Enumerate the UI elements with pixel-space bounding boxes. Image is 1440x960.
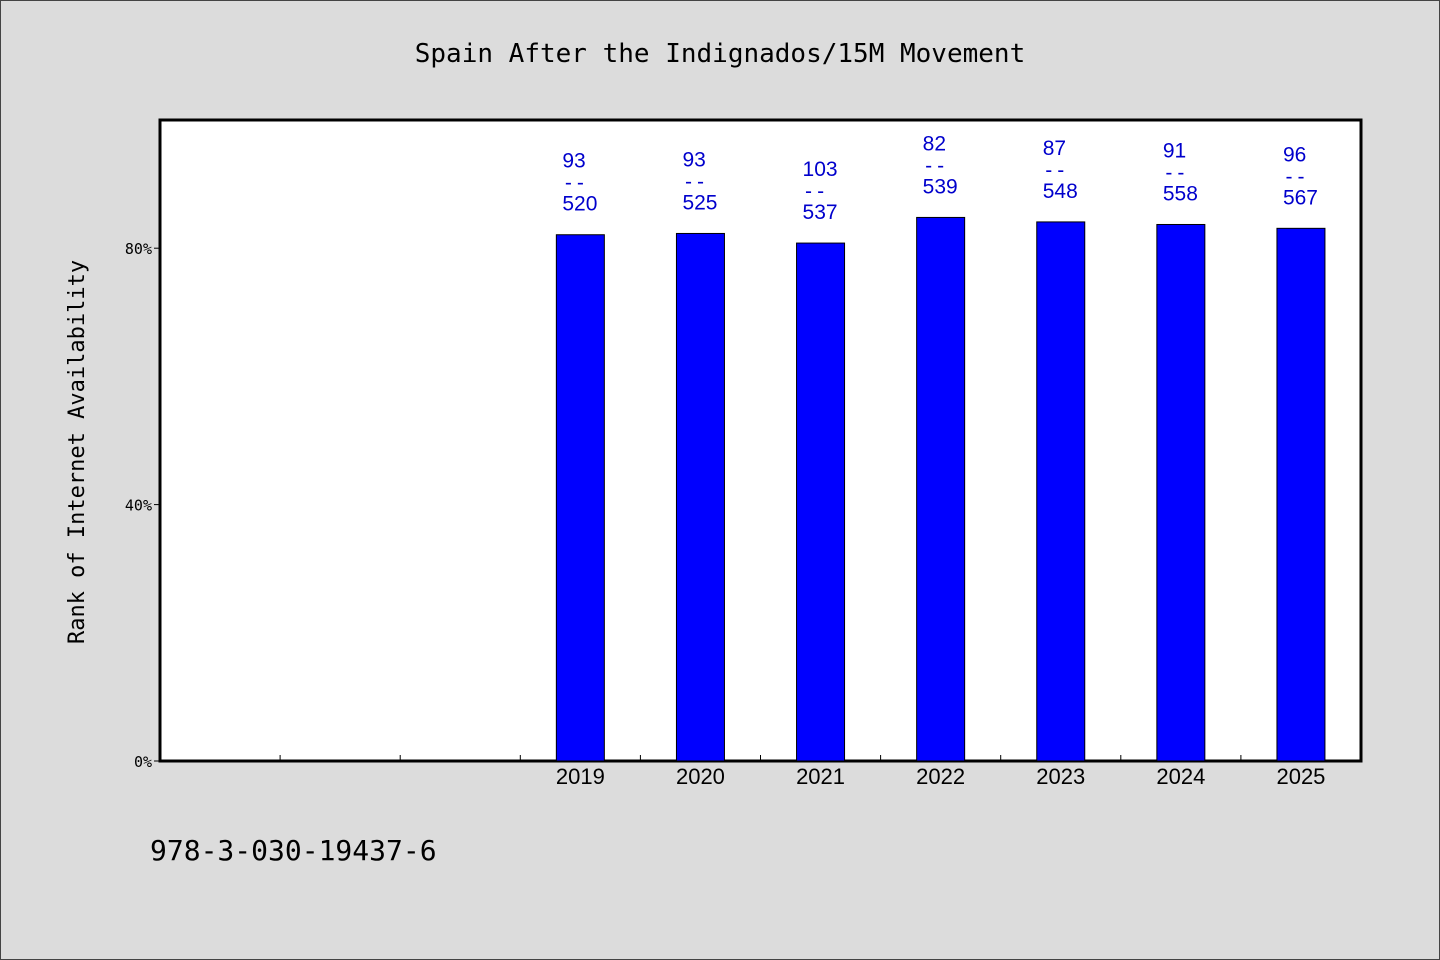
bar-label-separator: -- — [682, 169, 706, 193]
x-tick-label: 2020 — [676, 764, 725, 789]
bar-label-bottom: 537 — [803, 201, 838, 224]
bars — [555, 216, 1326, 762]
bar-label-bottom: 567 — [1283, 186, 1318, 209]
axis-ticks: 0% 40% 80% — [125, 240, 1242, 771]
bar — [796, 242, 846, 762]
bar — [1156, 223, 1206, 762]
bar-label-top: 93 — [562, 150, 585, 173]
y-tick-label: 0% — [134, 753, 152, 771]
bar-label-separator: -- — [562, 171, 586, 195]
bar-label-bottom: 548 — [1043, 180, 1078, 203]
y-tick-label: 40% — [125, 497, 152, 515]
bar — [555, 234, 605, 762]
bar-label-separator: -- — [1043, 158, 1067, 182]
x-tick-label: 2022 — [916, 764, 965, 789]
bar — [675, 232, 725, 762]
bar-label-top: 87 — [1043, 137, 1066, 160]
bar-label-separator: -- — [1163, 160, 1187, 184]
bar-label-top: 96 — [1283, 143, 1306, 166]
x-tick-label: 2019 — [556, 764, 605, 789]
bar — [1036, 221, 1086, 762]
x-tick-label: 2024 — [1156, 764, 1205, 789]
bar-label-top: 103 — [803, 158, 838, 181]
bar — [1276, 227, 1326, 762]
bar-label-separator: -- — [1283, 164, 1307, 188]
isbn-code: 978-3-030-19437-6 — [150, 834, 437, 867]
y-tick-label: 80% — [125, 240, 152, 258]
bar-label-top: 91 — [1163, 139, 1186, 162]
bar-label-separator: -- — [803, 179, 827, 203]
bar-label-bottom: 525 — [682, 191, 717, 214]
x-tick-label: 2023 — [1036, 764, 1085, 789]
bar-label-top: 82 — [923, 132, 946, 155]
x-tick-label: 2021 — [796, 764, 845, 789]
bar-labels: 201993--520202093--5252021103--537202282… — [556, 132, 1326, 789]
chart-title: Spain After the Indignados/15M Movement — [415, 39, 1025, 69]
bar-label-separator: -- — [923, 153, 947, 177]
y-axis-label: Rank of Internet Availability — [65, 260, 90, 644]
bar — [916, 216, 966, 762]
bar-label-top: 93 — [682, 148, 705, 171]
bar-label-bottom: 558 — [1163, 182, 1198, 205]
x-tick-label: 2025 — [1276, 764, 1325, 789]
bar-label-bottom: 539 — [923, 175, 958, 198]
bar-label-bottom: 520 — [562, 193, 597, 216]
